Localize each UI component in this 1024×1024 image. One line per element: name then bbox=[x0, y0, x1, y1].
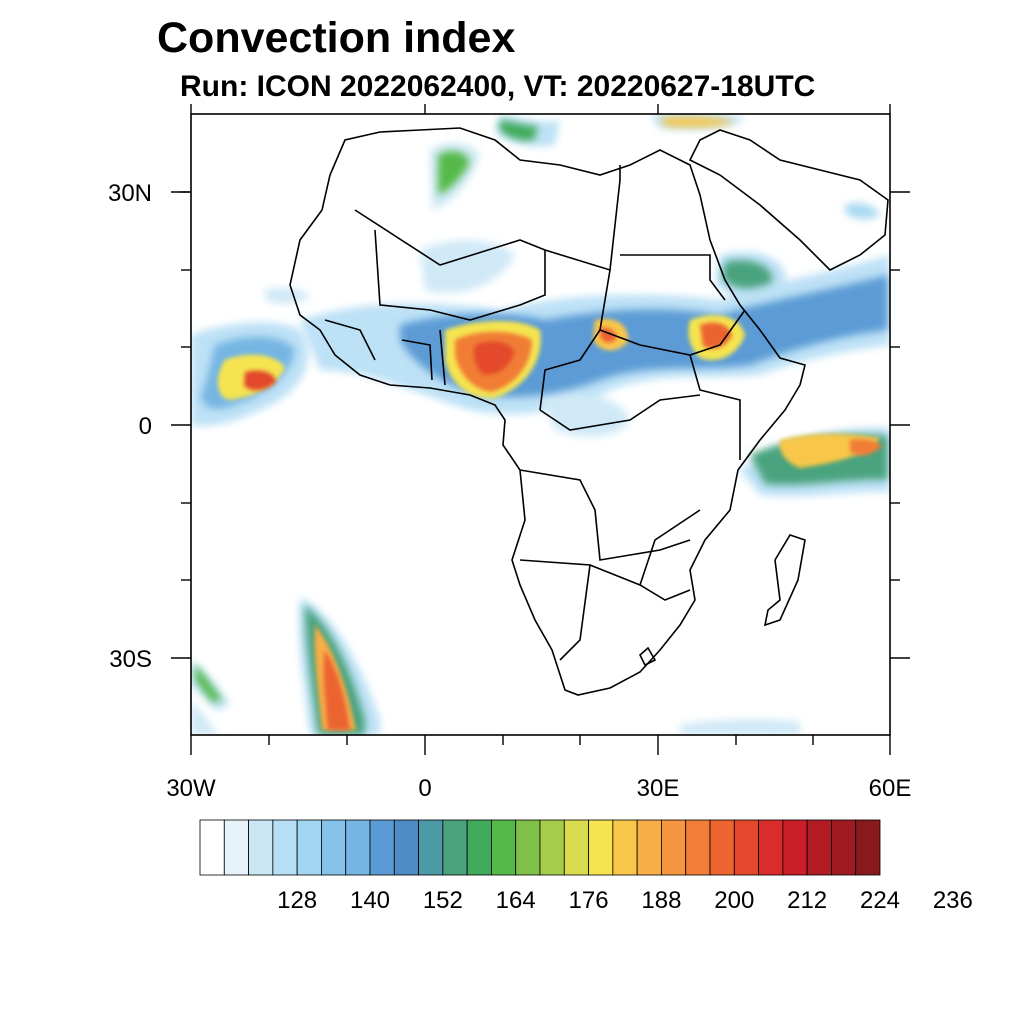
colorbar-box bbox=[539, 819, 565, 876]
lon-label-30w: 30W bbox=[166, 775, 216, 802]
colorbar-box bbox=[733, 819, 759, 876]
lon-label-60e: 60E bbox=[868, 775, 912, 802]
lon-label-0: 0 bbox=[418, 775, 432, 802]
colorbar-box bbox=[199, 819, 225, 876]
colorbar-box bbox=[588, 819, 614, 876]
lat-label-30n: 30N bbox=[107, 180, 152, 207]
colorbar-label: 188 bbox=[641, 887, 682, 914]
colorbar-box bbox=[831, 819, 857, 876]
colorbar-label: 176 bbox=[568, 887, 609, 914]
colorbar-box bbox=[369, 819, 395, 876]
colorbar-box bbox=[782, 819, 808, 876]
colorbar-box bbox=[806, 819, 832, 876]
colorbar-box bbox=[296, 819, 322, 876]
colorbar-box bbox=[345, 819, 371, 876]
colorbar-box bbox=[612, 819, 638, 876]
axis-ticks bbox=[171, 104, 910, 755]
colorbar-box bbox=[248, 819, 274, 876]
colorbar-box bbox=[661, 819, 687, 876]
colorbar-label: 236 bbox=[932, 887, 973, 914]
colorbar-label: 140 bbox=[349, 887, 391, 914]
colorbar-box bbox=[442, 819, 468, 876]
colorbar-box bbox=[393, 819, 419, 876]
convection-field bbox=[191, 114, 890, 735]
colorbar-box bbox=[418, 819, 444, 876]
colorbar-box bbox=[758, 819, 784, 876]
colorbar-box bbox=[685, 819, 711, 876]
colorbar-box bbox=[855, 819, 881, 876]
colorbar bbox=[199, 819, 881, 876]
lat-label-30s: 30S bbox=[109, 646, 152, 673]
colorbar-box bbox=[636, 819, 662, 876]
colorbar-box bbox=[515, 819, 541, 876]
map-title: Convection index bbox=[157, 14, 516, 62]
colorbar-label: 200 bbox=[714, 887, 755, 914]
colorbar-box bbox=[563, 819, 589, 876]
colorbar-label: 128 bbox=[277, 887, 318, 914]
colorbar-box bbox=[272, 819, 298, 876]
coastlines bbox=[289, 127, 889, 696]
colorbar-box bbox=[466, 819, 492, 876]
colorbar-box bbox=[491, 819, 517, 876]
lon-label-30e: 30E bbox=[636, 775, 680, 802]
lat-label-0: 0 bbox=[138, 413, 152, 440]
colorbar-box bbox=[321, 819, 347, 876]
map-frame bbox=[190, 113, 891, 736]
colorbar-label: 164 bbox=[495, 887, 536, 914]
colorbar-label: 152 bbox=[422, 887, 463, 914]
colorbar-label: 212 bbox=[787, 887, 828, 914]
colorbar-label: 224 bbox=[859, 887, 901, 914]
colorbar-box bbox=[223, 819, 249, 876]
map-subtitle: Run: ICON 2022062400, VT: 20220627-18UTC bbox=[180, 70, 816, 103]
colorbar-box bbox=[709, 819, 735, 876]
